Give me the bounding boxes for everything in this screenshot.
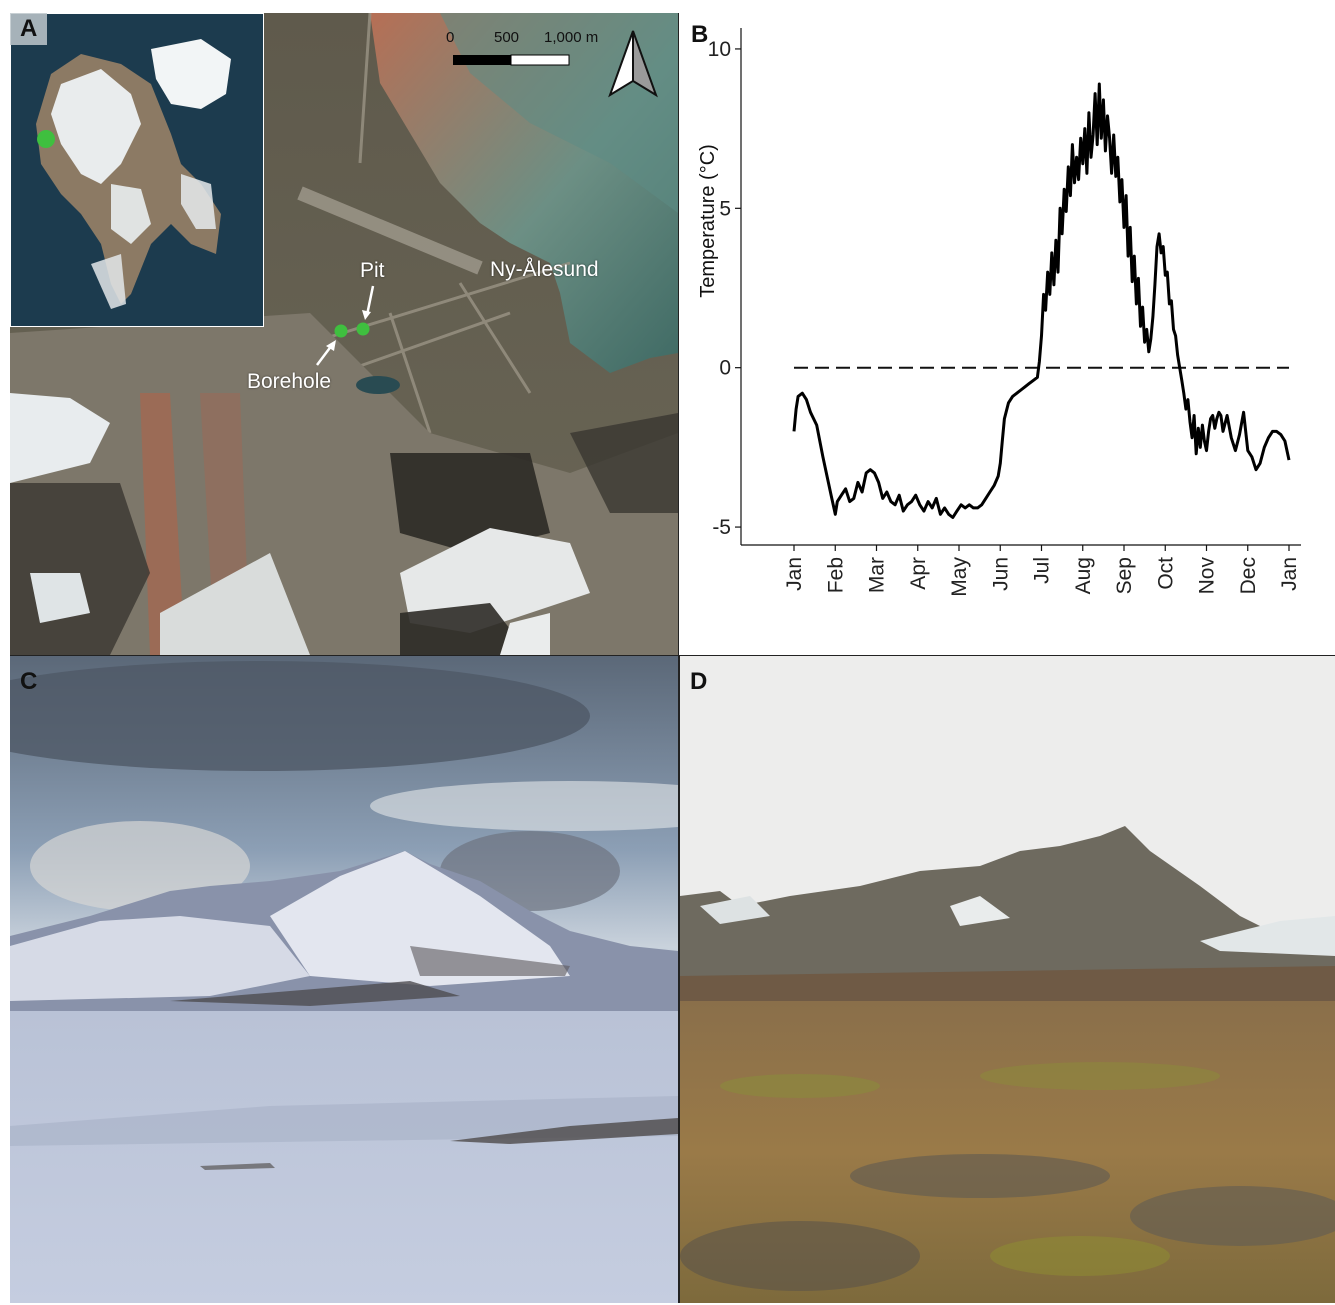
mountain-shadow [400,603,530,655]
y-axis-label: Temperature (°C) [697,144,719,298]
rock-band [410,946,570,976]
moss-patch [720,1074,880,1098]
snow-lit-peak [270,851,570,986]
panel-divider-horizontal [10,655,1335,656]
mountain-shadow [570,413,678,513]
rock-patch [1130,1186,1335,1246]
x-tick-label: Jan [1278,557,1301,591]
airstrip [297,186,483,275]
x-tick-label: Apr [907,557,930,590]
glacier [500,613,550,655]
y-tick-label: 10 [708,38,731,61]
panel-d-summer-photo: D [680,656,1335,1303]
pit-label: Pit [360,259,385,282]
x-tick-label: Oct [1154,557,1177,590]
rock-outcrop [200,1163,275,1170]
glacier [400,528,590,633]
x-ticks: Jan Feb Mar Apr May Jun Jul Aug Sep Oct Nov Dec Jan [783,545,1301,597]
panel-divider-vertical [678,656,680,1303]
x-tick-label: May [948,557,971,597]
x-tick-label: Feb [824,557,847,593]
x-tick-label: Mar [866,557,889,593]
scale-tick-1000: 1,000 m [544,29,599,46]
inset-map-image [11,14,263,326]
borehole-arrow-head [326,340,336,351]
ny-alesund-label: Ny-Ålesund [490,258,599,281]
x-tick-label: Dec [1237,557,1260,594]
scale-bar-black [453,55,511,65]
panel-c-winter-photo: C [10,656,678,1303]
pit-arrow [365,285,375,316]
x-tick-label: Jan [783,557,806,591]
panel-letter-b: B [691,21,709,48]
x-tick-label: Aug [1072,557,1095,594]
snowfield [10,1011,678,1303]
rock-band [170,981,460,1006]
ice-cap [181,174,216,229]
glacier [30,573,90,623]
y-tick-label: 0 [719,357,731,380]
panel-letter-d: D [690,668,708,695]
panel-letter-a: A [10,13,48,45]
ice-cap [51,69,141,184]
ice-cap [91,254,126,309]
mountain-range [680,826,1335,986]
cloud [370,781,678,831]
y-ticks: -5 0 5 10 [708,38,741,539]
road-network [309,13,571,434]
rock-outcrop [450,1118,678,1144]
valley-floor [680,966,1335,1006]
moss-patch [980,1062,1220,1090]
glacier [700,896,770,924]
snow-slope [10,916,310,1001]
glacier [1200,916,1335,956]
summer-landscape-photo [680,656,1335,1303]
panel-b-temperature-chart: B Temperature (°C) -5 0 5 10 Jan Feb Mar Apr Ma… [679,13,1335,655]
x-tick-label: Sep [1113,557,1136,594]
mountain-shadow [390,453,550,553]
scale-tick-0: 0 [446,29,455,46]
satellite-map [10,13,678,655]
x-tick-label: Jun [989,557,1012,591]
x-tick-label: Jul [1031,557,1054,584]
panel-a-satellite-map: A 0 500 1,000 m Pit Borehole Ny-Ålesund [10,13,679,655]
site-marker-icon [37,130,55,148]
series-group [792,82,1291,519]
y-tick-label: 5 [719,197,731,220]
glacier [160,553,310,655]
borehole-arrow [316,344,333,366]
temperature-series-line [792,82,1291,519]
borehole-label: Borehole [247,370,332,393]
rock-patch [680,1221,920,1291]
glacier [10,393,110,483]
cloud [10,661,590,771]
lake [356,376,400,394]
x-tick-label: Nov [1196,557,1219,595]
moss-patch [990,1236,1170,1276]
pit-arrow-head [362,310,371,320]
ice-cap [111,184,151,244]
panel-letter-c: C [20,668,38,695]
svalbard-inset-map [10,13,264,327]
scale-bar-white [510,54,570,66]
scale-tick-500: 500 [494,29,520,46]
y-tick-label: -5 [712,516,731,539]
north-arrow-icon [608,30,658,98]
snow-patch [950,896,1010,926]
borehole-marker-icon [334,324,348,338]
winter-landscape-photo [10,656,678,1303]
moraine-ridge [140,393,185,655]
rock-patch [850,1154,1110,1198]
ice-cap [151,39,231,109]
pit-marker-icon [356,322,370,336]
